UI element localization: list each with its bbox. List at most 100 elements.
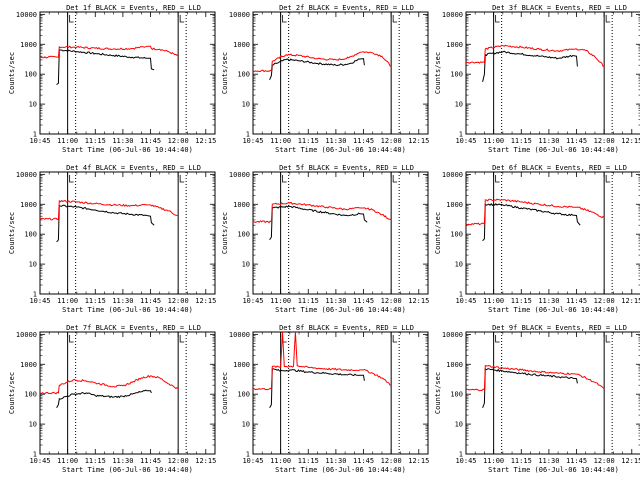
marker-flag: [282, 15, 287, 23]
x-axis-label: Start Time (06-Jul-06 10:44:40): [62, 466, 193, 474]
series-line-lld: [252, 201, 392, 224]
x-tick-label: 11:00: [57, 297, 78, 305]
plot-frame: [252, 171, 429, 295]
plot-frame: [39, 171, 216, 295]
x-tick-label: 12:15: [195, 457, 216, 465]
x-tick-label: 11:15: [298, 457, 319, 465]
y-axis-label: Counts/sec: [221, 52, 229, 94]
y-tick-label: 100: [450, 391, 463, 399]
y-tick-label: 100: [237, 71, 250, 79]
x-tick-label: 12:00: [594, 137, 615, 145]
y-tick-label: 1: [246, 291, 250, 299]
y-tick-label: 10000: [229, 11, 250, 19]
y-tick-label: 10: [242, 101, 250, 109]
y-axis-label: Counts/sec: [8, 372, 16, 414]
y-tick-label: 10000: [16, 331, 37, 339]
x-axis-label: Start Time (06-Jul-06 10:44:40): [62, 306, 193, 314]
y-tick-label: 1: [459, 451, 463, 459]
panel-title: Det 9f BLACK = Events, RED = LLD: [492, 324, 627, 332]
series-line-lld: [252, 51, 392, 73]
x-tick-label: 11:45: [353, 137, 374, 145]
y-axis-label: Counts/sec: [434, 372, 442, 414]
x-tick-label: 12:15: [195, 297, 216, 305]
y-tick-label: 1: [459, 291, 463, 299]
x-tick-label: 12:15: [408, 297, 429, 305]
series-line-lld: [39, 45, 179, 59]
panel-title: Det 3f BLACK = Events, RED = LLD: [492, 4, 627, 12]
x-tick-label: 12:00: [168, 457, 189, 465]
series-line-events: [482, 202, 581, 242]
x-tick-label: 10:45: [29, 137, 50, 145]
x-tick-label: 12:00: [594, 297, 615, 305]
marker-flag: [392, 335, 398, 343]
y-tick-label: 10000: [16, 171, 37, 179]
y-tick-label: 100: [24, 231, 37, 239]
marker-flag: [392, 15, 398, 23]
x-tick-label: 12:15: [195, 137, 216, 145]
panel-title: Det 6f BLACK = Events, RED = LLD: [492, 164, 627, 172]
series-line-events: [269, 205, 368, 241]
x-tick-label: 10:45: [242, 457, 263, 465]
y-tick-label: 1000: [446, 361, 463, 369]
x-tick-label: 11:15: [511, 137, 532, 145]
panel-det-9: Det 9f BLACK = Events, RED = LLD 1 10 100 10…: [434, 324, 640, 474]
y-tick-label: 100: [450, 231, 463, 239]
x-tick-label: 12:00: [168, 137, 189, 145]
y-tick-label: 10: [455, 101, 463, 109]
x-tick-label: 10:45: [29, 457, 50, 465]
y-tick-label: 1000: [20, 41, 37, 49]
y-tick-label: 100: [237, 231, 250, 239]
series-line-lld: [465, 44, 605, 67]
x-tick-label: 12:15: [621, 297, 640, 305]
y-tick-label: 1: [33, 451, 37, 459]
x-tick-label: 11:15: [85, 457, 106, 465]
panel-det-3: Det 3f BLACK = Events, RED = LLD 1 10 100 10…: [434, 4, 640, 154]
x-tick-label: 11:15: [298, 137, 319, 145]
y-axis-label: Counts/sec: [221, 212, 229, 254]
y-axis-label: Counts/sec: [8, 212, 16, 254]
y-tick-label: 100: [450, 71, 463, 79]
plot-frame: [252, 11, 429, 135]
y-tick-label: 100: [24, 391, 37, 399]
x-axis-label: Start Time (06-Jul-06 10:44:40): [488, 466, 619, 474]
marker-flag: [179, 15, 185, 23]
x-tick-label: 11:30: [112, 457, 133, 465]
y-tick-label: 10: [242, 261, 250, 269]
y-tick-label: 1000: [233, 41, 250, 49]
marker-flag: [179, 335, 185, 343]
y-tick-label: 1: [246, 131, 250, 139]
marker-flag: [282, 175, 287, 183]
y-tick-label: 100: [237, 391, 250, 399]
plot-frame: [39, 331, 216, 455]
panel-det-2: Det 2f BLACK = Events, RED = LLD 1 10 100 10…: [221, 4, 429, 154]
marker-flag: [69, 15, 74, 23]
series-line-events: [269, 368, 365, 409]
y-tick-label: 1: [459, 131, 463, 139]
series-line-events: [482, 367, 578, 408]
y-tick-label: 10: [242, 421, 250, 429]
x-tick-label: 11:15: [298, 297, 319, 305]
x-tick-label: 11:45: [353, 297, 374, 305]
y-tick-label: 100: [24, 71, 37, 79]
y-axis-label: Counts/sec: [8, 52, 16, 94]
x-tick-label: 11:00: [57, 457, 78, 465]
marker-flag: [605, 175, 611, 183]
x-tick-label: 12:15: [408, 137, 429, 145]
panel-det-4: Det 4f BLACK = Events, RED = LLD 1 10 100 10…: [8, 164, 216, 314]
marker-flag: [495, 15, 500, 23]
x-tick-label: 12:15: [408, 457, 429, 465]
x-axis-label: Start Time (06-Jul-06 10:44:40): [275, 146, 406, 154]
series-line-events: [56, 49, 155, 85]
marker-flag: [179, 175, 185, 183]
x-tick-label: 10:45: [29, 297, 50, 305]
plot-frame: [465, 171, 640, 295]
panel-det-1: Det 1f BLACK = Events, RED = LLD 1 10 100 10…: [8, 4, 216, 154]
x-tick-label: 11:00: [483, 137, 504, 145]
y-tick-label: 1000: [446, 41, 463, 49]
x-tick-label: 11:00: [483, 457, 504, 465]
x-tick-label: 11:30: [325, 297, 346, 305]
x-tick-label: 12:15: [621, 137, 640, 145]
y-tick-label: 10000: [442, 331, 463, 339]
y-tick-label: 1: [33, 131, 37, 139]
x-axis-label: Start Time (06-Jul-06 10:44:40): [275, 306, 406, 314]
